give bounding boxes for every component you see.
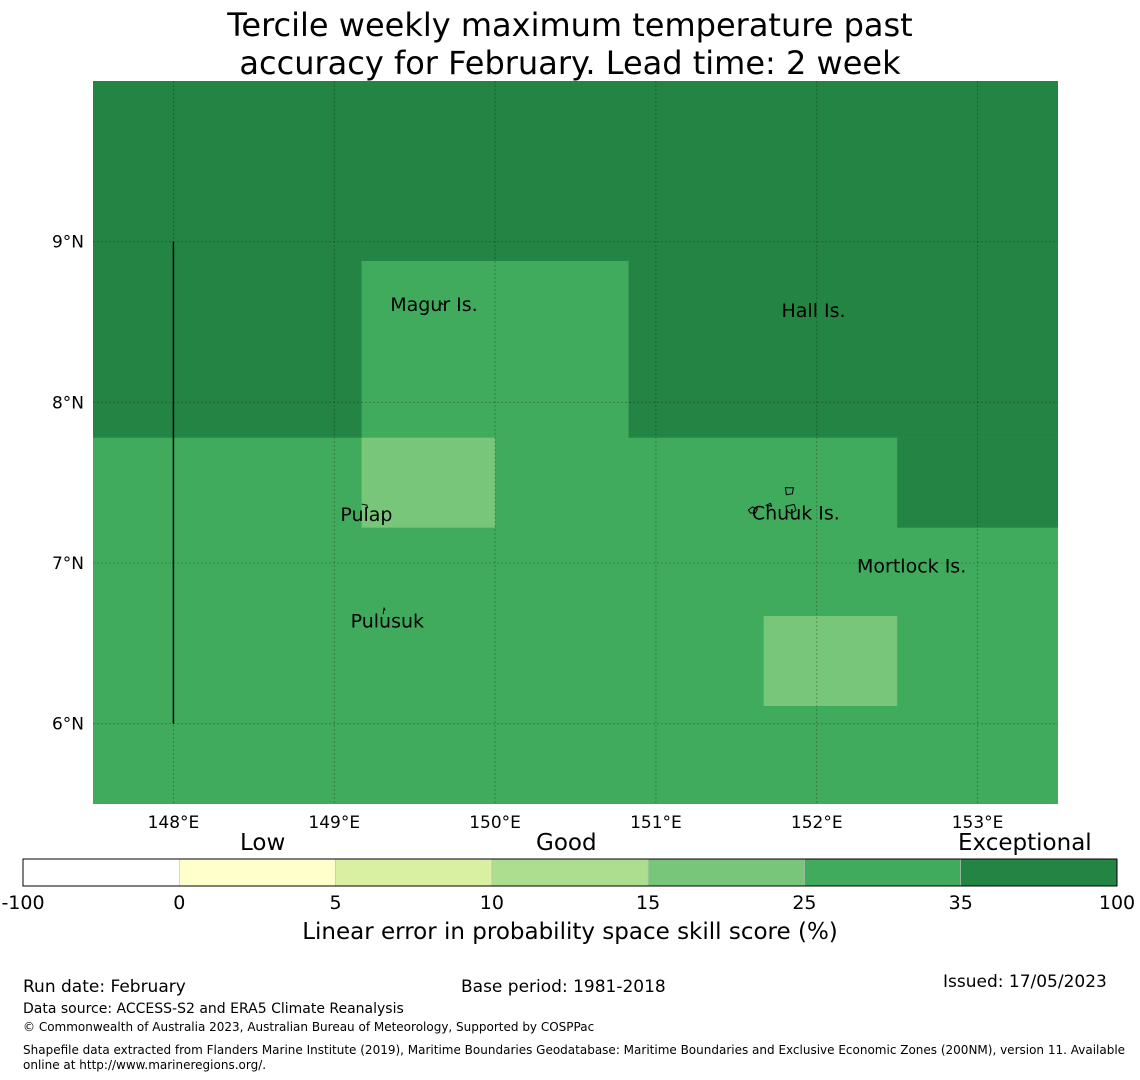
longitude-tick-label: 149°E (308, 813, 360, 833)
longitude-tick-label: 148°E (148, 813, 200, 833)
colorbar-swatch (960, 858, 1118, 887)
colorbar-frame (22, 858, 1118, 887)
colorbar-tick-label: 15 (636, 892, 660, 914)
place-label: Hall Is. (781, 300, 845, 322)
latitude-tick-label: 7°N (52, 554, 84, 574)
colorbar-tick-label: 25 (792, 892, 816, 914)
longitude-tick-label: 151°E (630, 813, 682, 833)
base-period: Base period: 1981-2018 (461, 977, 666, 997)
colorbar-tick-label: 10 (480, 892, 504, 914)
skill-cell (897, 437, 1058, 528)
skill-cell (763, 616, 898, 706)
place-label: Pulap (340, 504, 392, 526)
skill-cell (361, 437, 496, 528)
longitude-tick-label: 153°E (952, 813, 1004, 833)
colorbar-swatch (647, 858, 805, 887)
colorbar-tick-label: 5 (330, 892, 342, 914)
colorbar-tick-label: -100 (1, 892, 44, 914)
skill-cell (628, 81, 1058, 438)
colorbar-swatch (335, 858, 493, 887)
latitude-tick-label: 6°N (52, 715, 84, 735)
colorbar-category-low: Low (240, 830, 286, 856)
latitude-tick-label: 9°N (52, 233, 84, 253)
place-label: Pulusuk (351, 610, 424, 632)
place-label: Chuuk Is. (752, 503, 840, 525)
data-source: Data source: ACCESS-S2 and ERA5 Climate … (23, 1001, 404, 1017)
colorbar-tick-label: 100 (1099, 892, 1135, 914)
place-label: Mortlock Is. (857, 556, 966, 578)
island-outline (764, 502, 773, 507)
island-outline (437, 302, 444, 311)
island-outline (747, 506, 759, 514)
island-outline (784, 487, 794, 496)
colorbar-label: Linear error in probability space skill … (302, 919, 838, 945)
skill-cell (93, 81, 362, 438)
shapefile-credit-line-2: online at http://www.marineregions.org/. (23, 1058, 267, 1072)
shapefile-credit-line-1: Shapefile data extracted from Flanders M… (23, 1043, 1126, 1057)
longitude-tick-label: 150°E (469, 813, 521, 833)
island-outline (382, 606, 386, 615)
longitude-tick-label: 152°E (791, 813, 843, 833)
colorbar-swatch (804, 858, 962, 887)
colorbar-swatch (178, 858, 336, 887)
issued-date: Issued: 17/05/2023 (943, 972, 1107, 992)
colorbar-swatch (22, 858, 180, 887)
island-outline (361, 503, 369, 509)
colorbar-tick-label: 35 (949, 892, 973, 914)
colorbar-swatch (491, 858, 649, 887)
colorbar-category-exceptional: Exceptional (958, 830, 1092, 856)
run-date: Run date: February (23, 977, 186, 997)
island-outline (785, 503, 797, 514)
place-label: Magur Is. (390, 294, 478, 316)
colorbar-tick-label: 0 (173, 892, 185, 914)
map-title-line-2: accuracy for February. Lead time: 2 week (239, 44, 901, 82)
copyright: © Commonwealth of Australia 2023, Austra… (23, 1020, 595, 1034)
latitude-tick-label: 8°N (52, 393, 84, 413)
map-title-line-1: Tercile weekly maximum temperature past (227, 6, 913, 44)
skill-cell (361, 81, 629, 261)
colorbar-category-good: Good (536, 830, 597, 856)
